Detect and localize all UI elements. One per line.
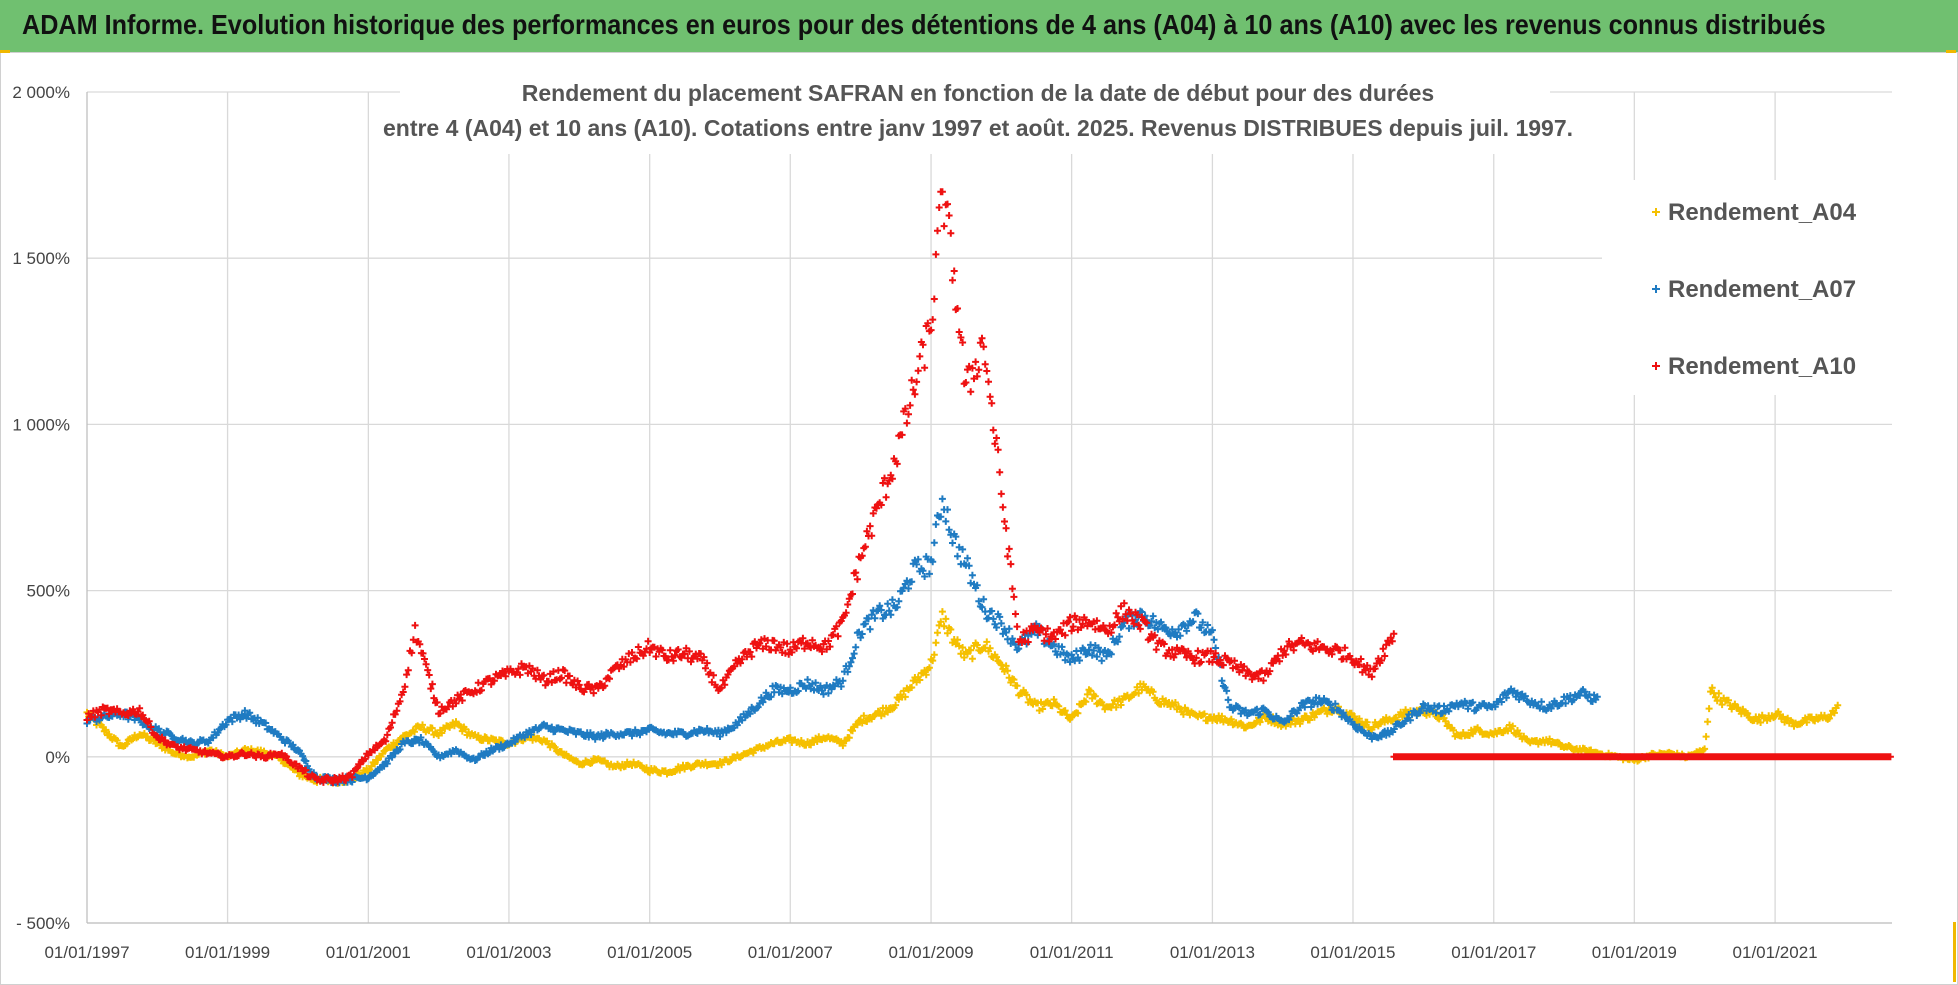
chart-title-background bbox=[400, 76, 1550, 154]
x-tick-label: 01/01/2019 bbox=[1592, 943, 1677, 962]
header-title: ADAM Informe. Evolution historique des p… bbox=[22, 9, 1826, 40]
x-tick-label: 01/01/2007 bbox=[748, 943, 833, 962]
x-tick-label: 01/01/2021 bbox=[1733, 943, 1818, 962]
y-tick-label: 1 000% bbox=[12, 415, 70, 434]
x-tick-label: 01/01/2013 bbox=[1170, 943, 1255, 962]
legend-marker-Rendement_A10 bbox=[1652, 362, 1660, 370]
series-markers bbox=[83, 188, 1894, 787]
chart-title-line: entre 4 (A04) et 10 ans (A10). Cotations… bbox=[383, 115, 1573, 141]
y-tick-label: 0% bbox=[45, 748, 70, 767]
y-tick-label: 2 000% bbox=[12, 83, 70, 102]
x-tick-label: 01/01/1997 bbox=[44, 943, 129, 962]
x-tick-label: 01/01/2017 bbox=[1451, 943, 1536, 962]
legend-label: Rendement_A10 bbox=[1668, 353, 1856, 380]
legend-label: Rendement_A07 bbox=[1668, 276, 1856, 303]
corner-mark-bottom-right bbox=[1953, 922, 1956, 982]
corner-mark-top-left bbox=[0, 50, 10, 53]
x-tick-label: 01/01/2009 bbox=[889, 943, 974, 962]
y-tick-label: - 500% bbox=[16, 914, 70, 933]
legend-marker-Rendement_A07 bbox=[1652, 285, 1660, 293]
x-tick-label: 01/01/2011 bbox=[1030, 943, 1114, 962]
y-tick-label: 500% bbox=[27, 582, 70, 601]
legend-marker-Rendement_A04 bbox=[1652, 208, 1660, 216]
chart-title-line: Rendement du placement SAFRAN en fonctio… bbox=[522, 80, 1434, 106]
legend-label: Rendement_A04 bbox=[1668, 199, 1857, 226]
x-tick-label: 01/01/2003 bbox=[466, 943, 551, 962]
x-tick-label: 01/01/2015 bbox=[1310, 943, 1395, 962]
x-tick-label: 01/01/1999 bbox=[185, 943, 270, 962]
legend-background bbox=[1602, 180, 1902, 395]
y-tick-label: 1 500% bbox=[12, 249, 70, 268]
header-bar: ADAM Informe. Evolution historique des p… bbox=[0, 0, 1958, 53]
series-Rendement_A10 bbox=[83, 188, 1894, 787]
x-tick-label: 01/01/2005 bbox=[607, 943, 692, 962]
corner-mark-top-right bbox=[1946, 50, 1956, 53]
x-tick-label: 01/01/2001 bbox=[326, 943, 411, 962]
